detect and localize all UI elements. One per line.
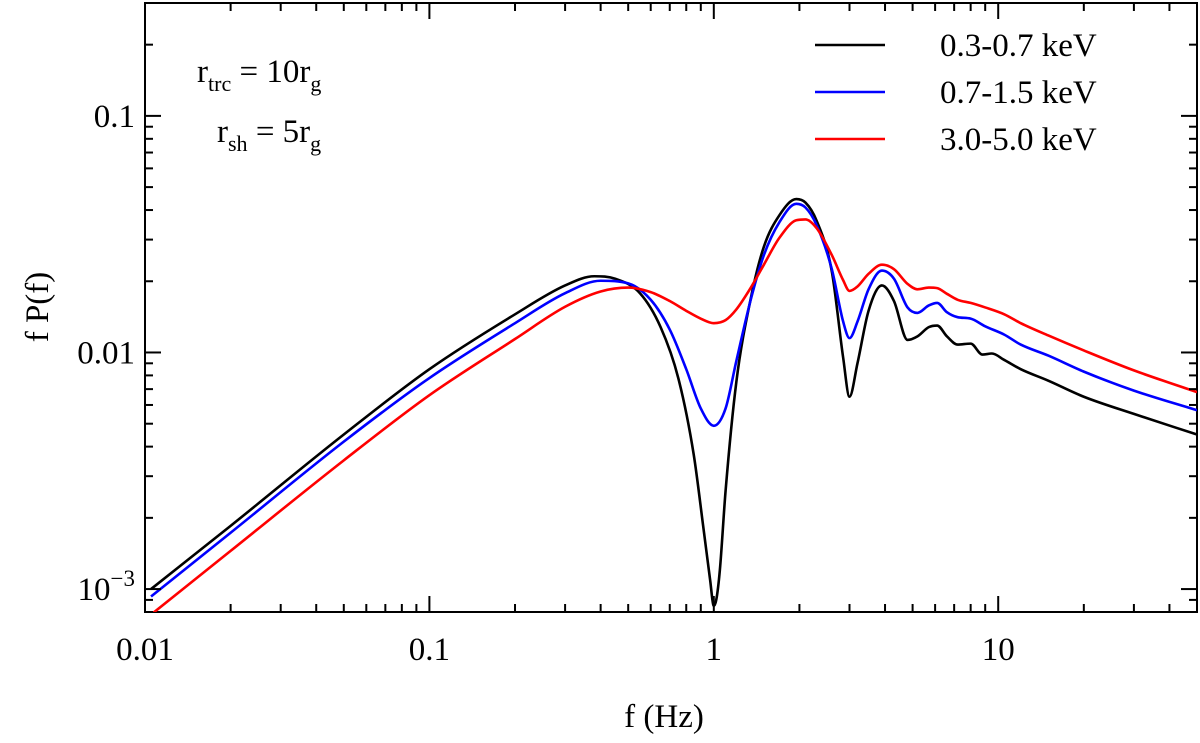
ticks-layer <box>144 3 1198 613</box>
y-tick-label-exponent: −3 <box>111 566 135 591</box>
y-tick-label: 0.01 <box>77 335 135 371</box>
x-axis-title: f (Hz) <box>624 699 704 735</box>
annotation-r-sh: rsh = 5rg <box>217 114 321 156</box>
series-layer <box>150 197 1197 612</box>
x-tick-label: 1 <box>706 632 723 668</box>
series-line-0 <box>150 197 1197 608</box>
plot-border <box>144 2 1198 613</box>
x-tick-label: 0.01 <box>116 632 174 668</box>
x-tick-label: 10 <box>982 632 1015 668</box>
y-tick-label-base: 10 <box>78 572 111 608</box>
legend: 0.3-0.7 keV 0.7-1.5 keV 3.0-5.0 keV <box>815 28 1097 158</box>
legend-label-2: 3.0-5.0 keV <box>940 122 1097 158</box>
plot-frame <box>144 2 1198 613</box>
y-tick-label: 0.1 <box>94 99 135 135</box>
series-line-1 <box>150 202 1197 598</box>
annotation-r-trc: rtrc = 10rg <box>197 54 321 96</box>
legend-label-0: 0.3-0.7 keV <box>940 28 1097 64</box>
series-line-2 <box>152 218 1197 612</box>
x-tick-label: 0.1 <box>409 632 450 668</box>
y-tick-label: 10−3 <box>78 566 135 608</box>
y-axis-title: f P(f) <box>20 272 56 343</box>
legend-label-1: 0.7-1.5 keV <box>940 75 1097 111</box>
parameter-annotations: rtrc = 10rg rsh = 5rg <box>197 54 321 156</box>
